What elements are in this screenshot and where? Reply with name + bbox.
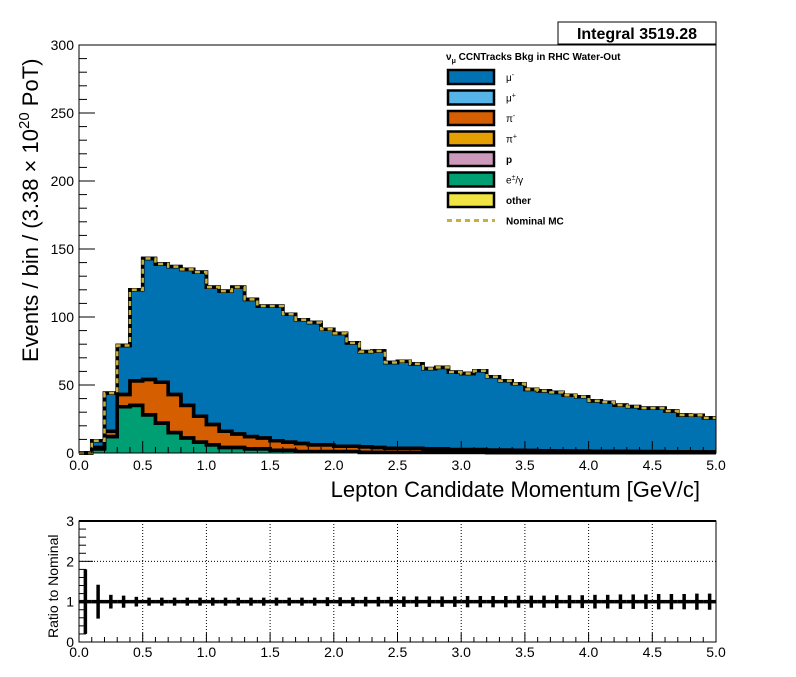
nominal-mc-line	[79, 257, 716, 455]
ratio-x-tick-label: 4.0	[579, 644, 599, 660]
ratio-x-tick-label: 2.5	[388, 644, 408, 660]
ratio-y-axis-label: Ratio to Nominal	[45, 535, 61, 639]
stack-fill-	[79, 258, 716, 453]
ratio-x-tick-label: 2.0	[324, 644, 344, 660]
y-tick-label: 300	[51, 37, 75, 53]
legend: νμ CCNTracks Bkg in RHC Water-Out μ-μ+ π-π…	[446, 52, 621, 228]
ratio-y-tick-label: 1	[66, 594, 74, 610]
stats-box: Integral 3519.28	[557, 21, 717, 45]
legend-label: Nominal MC	[506, 217, 564, 228]
y-axis-label: Events / bin / (3.38 × 1020 PoT)	[16, 59, 43, 362]
ratio-x-tick-label: 0.5	[133, 644, 153, 660]
legend-swatch	[446, 109, 496, 127]
ratio-y-tick-label: 0	[66, 634, 74, 650]
legend-swatch	[446, 150, 496, 168]
x-axis-label: Lepton Candidate Momentum [GeV/c]	[331, 477, 700, 502]
x-tick-label: 2.0	[324, 457, 344, 473]
x-tick-label: 1.5	[260, 457, 280, 473]
x-tick-label: 5.0	[706, 457, 726, 473]
x-tick-label: 4.5	[643, 457, 663, 473]
stats-box-frame	[557, 21, 717, 45]
x-tick-label: 1.0	[197, 457, 217, 473]
legend-title: νμ CCNTracks Bkg in RHC Water-Out	[446, 52, 621, 65]
x-tick-label: 3.0	[451, 457, 471, 473]
ratio-x-tick-label: 3.0	[451, 644, 471, 660]
ratio-x-tick-label: 5.0	[706, 644, 726, 660]
ratio-x-tick-label: 0.0	[69, 644, 89, 660]
ratio-x-tick-label: 1.5	[260, 644, 280, 660]
stats-box-label: Integral 3519.28	[577, 26, 697, 43]
y-tick-label: 250	[51, 105, 75, 121]
legend-swatch	[446, 191, 496, 209]
ratio-y-tick-label: 3	[66, 513, 74, 529]
ratio-x-tick-label: 3.5	[515, 644, 535, 660]
x-tick-label: 0.0	[69, 457, 89, 473]
legend-swatch	[446, 130, 496, 147]
ratio-panel: 0 1 2 3 0.0 0.5 1.0 1.5 2.0 2.5 3.0 3.5 4.0 4.5 5.0 Rat…	[45, 513, 726, 660]
legend-label: p	[506, 155, 512, 166]
legend-swatch	[446, 89, 496, 106]
y-tick-label: 150	[51, 241, 75, 257]
y-tick-label: 100	[51, 309, 75, 325]
y-tick-label: 0	[66, 445, 74, 461]
legend-label: π-	[506, 113, 516, 125]
x-tick-label: 3.5	[515, 457, 535, 473]
legend-label: other	[506, 196, 531, 207]
x-tick-label: 4.0	[579, 457, 599, 473]
ratio-x-tick-label: 1.0	[197, 644, 217, 660]
legend-swatch	[446, 171, 496, 188]
ratio-y-tick-label: 2	[66, 553, 74, 569]
legend-label: e±/γ	[506, 175, 523, 187]
legend-label: π+	[506, 134, 517, 146]
y-tick-label: 200	[51, 173, 75, 189]
x-tick-label: 2.5	[388, 457, 408, 473]
legend-label: μ+	[506, 93, 516, 105]
main-panel: 0 50 100 150 200 250 300 0.0 0.5 1.0 1.5 2.0 2.5 3.0 3…	[16, 37, 726, 502]
legend-swatch	[446, 68, 496, 86]
ratio-x-tick-label: 4.5	[643, 644, 663, 660]
x-tick-label: 0.5	[133, 457, 153, 473]
y-tick-label: 50	[58, 377, 74, 393]
legend-label: μ-	[506, 72, 515, 84]
